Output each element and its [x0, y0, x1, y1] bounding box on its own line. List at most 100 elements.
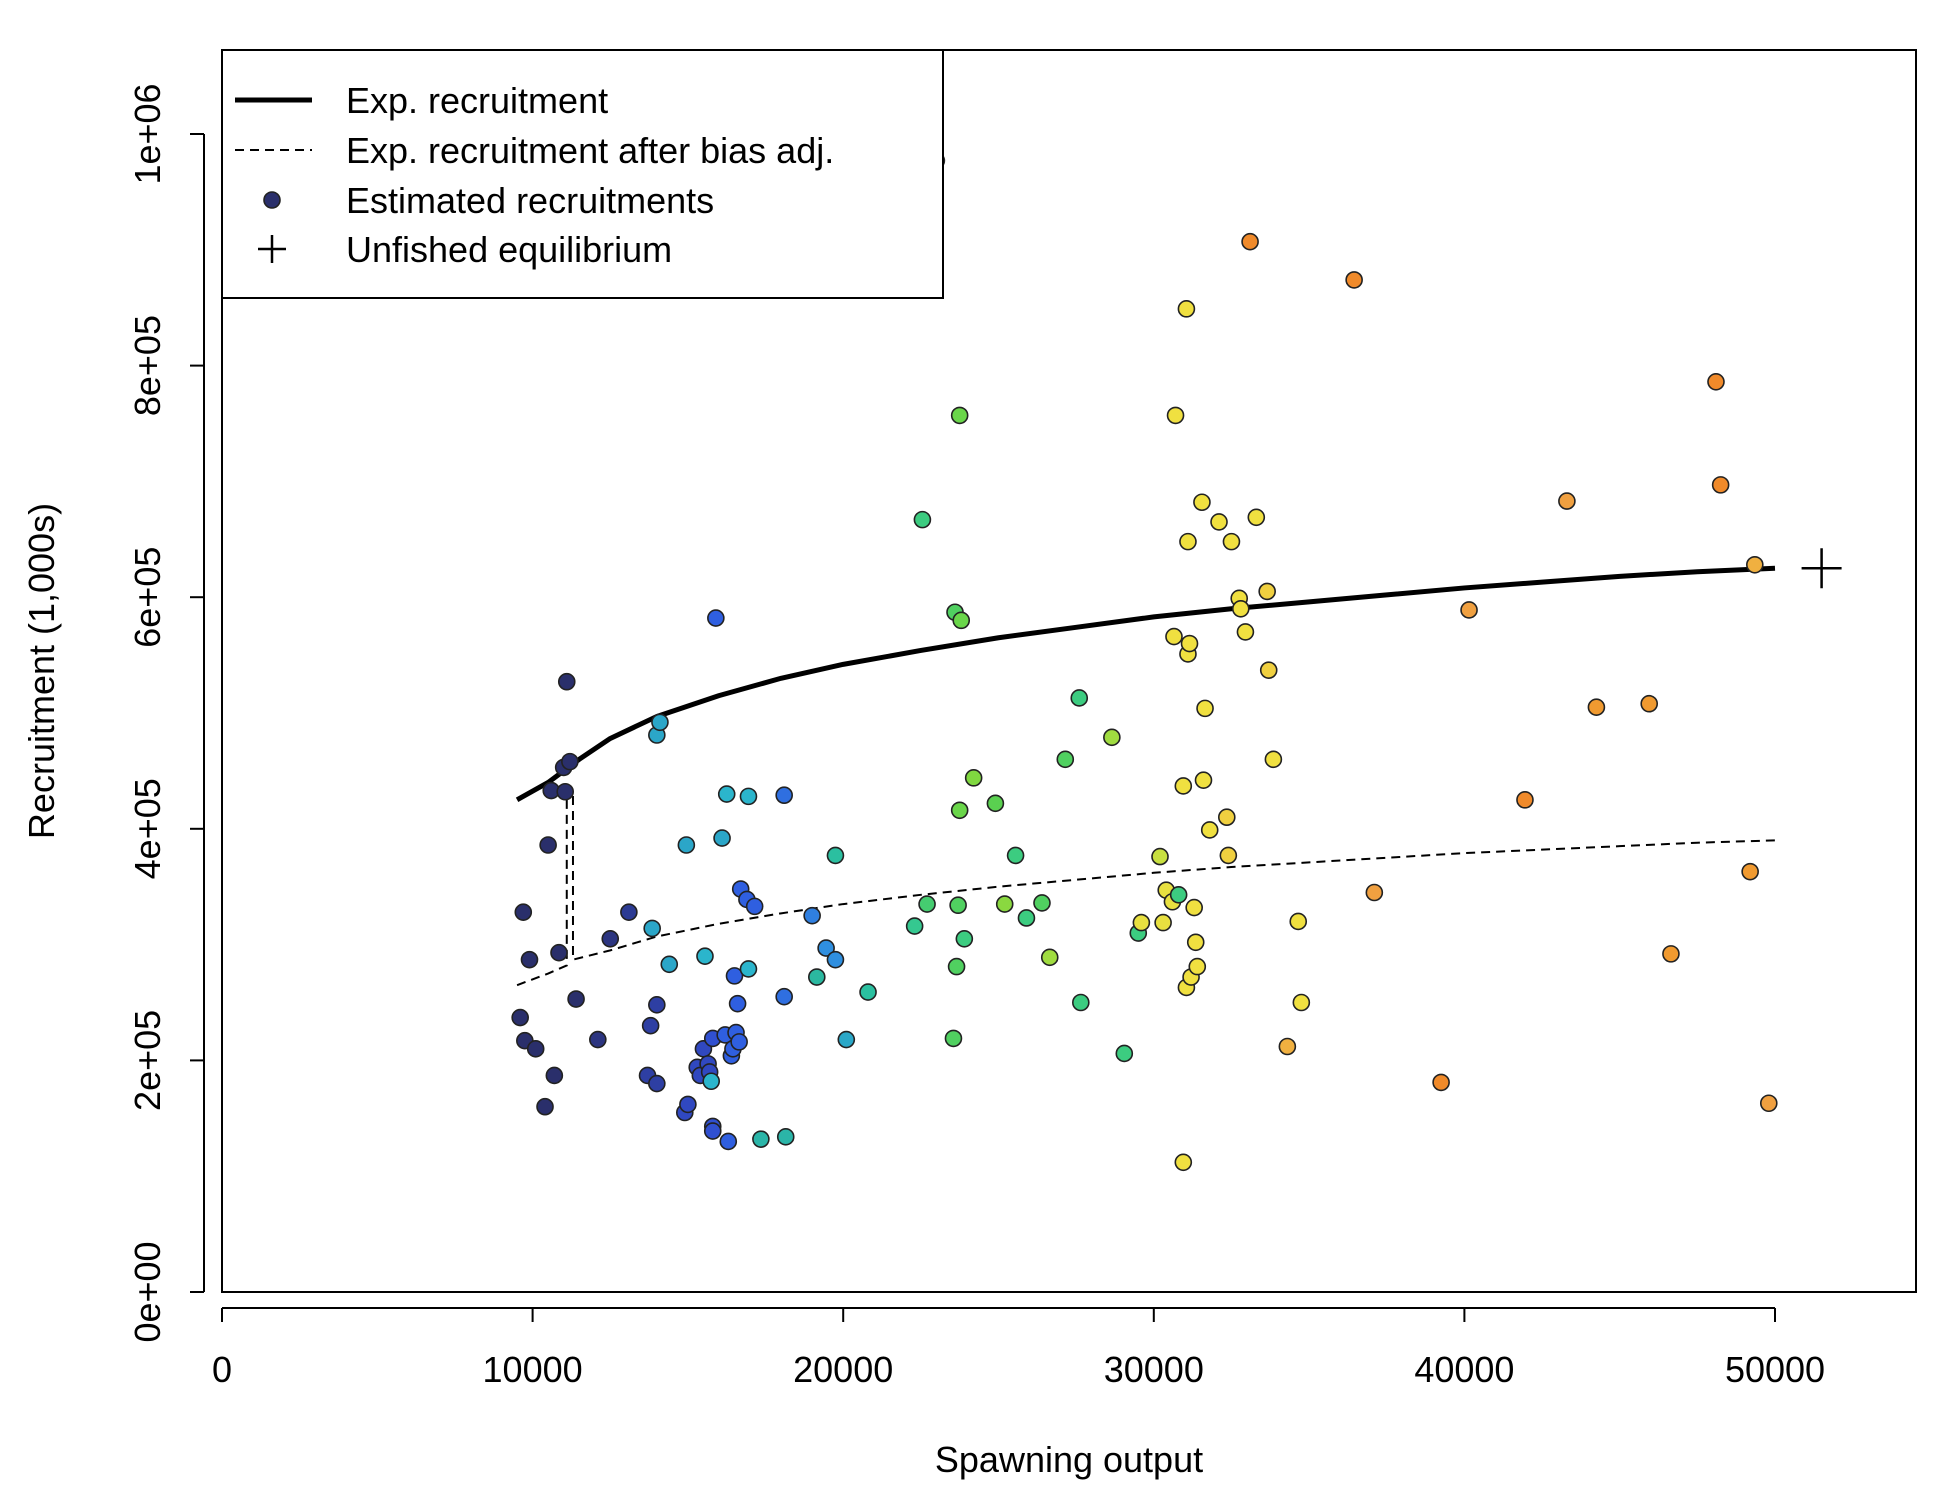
- recruitment-point: [679, 1095, 697, 1114]
- recruitment-point: [986, 794, 1005, 813]
- legend-label: Exp. recruitment: [346, 80, 608, 121]
- recruitment-point: [1180, 634, 1199, 653]
- expected-recruitment-line: [515, 565, 1776, 803]
- legend-label: Exp. recruitment after bias adj.: [346, 130, 834, 171]
- recruitment-point: [1217, 808, 1236, 827]
- recruitment-point: [1017, 909, 1036, 927]
- y-tick-label: 0e+00: [127, 1241, 168, 1342]
- legend-entry: Unfished equilibrium: [258, 229, 672, 270]
- recruitment-point: [1365, 883, 1384, 902]
- legend-label: Unfished equilibrium: [346, 229, 672, 270]
- recruitment-point: [1194, 771, 1213, 789]
- x-tick-label: 10000: [483, 1349, 583, 1390]
- recruitment-point: [1231, 599, 1250, 618]
- x-tick-label: 50000: [1725, 1349, 1825, 1390]
- recruitment-point: [511, 1008, 529, 1027]
- y-tick-label: 1e+06: [127, 83, 168, 184]
- y-tick-label: 6e+05: [127, 547, 168, 648]
- recruitment-point: [536, 1097, 554, 1116]
- recruitment-point: [1516, 791, 1534, 809]
- recruitment-point: [775, 786, 793, 805]
- recruitment-point: [1292, 993, 1311, 1012]
- recruitment-point: [776, 1128, 795, 1146]
- legend-entry: Exp. recruitment: [235, 80, 608, 121]
- recruitment-point: [550, 943, 568, 962]
- recruitment-point: [1174, 777, 1193, 795]
- recruitment-point: [955, 930, 974, 948]
- x-axis-label: Spawning output: [935, 1439, 1203, 1480]
- recruitment-point: [620, 903, 638, 921]
- recruitment-point: [1186, 933, 1205, 952]
- unfished-equilibrium-marker: [1801, 548, 1842, 589]
- recruitment-point: [1460, 601, 1478, 619]
- recruitment-point: [1759, 1094, 1778, 1113]
- recruitment-point: [539, 836, 557, 854]
- recruitment-point: [1662, 945, 1680, 963]
- recruitment-point: [1640, 694, 1659, 713]
- recruitment-point: [1169, 886, 1188, 904]
- recruitment-point: [728, 994, 747, 1013]
- recruitment-point: [1711, 476, 1730, 494]
- recruitment-point: [739, 960, 758, 978]
- recruitment-point: [913, 510, 932, 529]
- legend: Exp. recruitment Exp. recruitment after b…: [221, 49, 944, 299]
- recruitment-point: [641, 1016, 660, 1035]
- recruitment-point: [725, 967, 744, 985]
- recruitment-point: [545, 1066, 564, 1085]
- recruitment-point: [1210, 513, 1228, 531]
- recruitment-point: [1264, 750, 1283, 769]
- recruitment-point: [1222, 532, 1241, 551]
- recruitment-point: [826, 950, 845, 969]
- recruitment-point: [739, 787, 758, 806]
- recruitment-point: [1196, 699, 1214, 718]
- recruitment-point: [1247, 508, 1266, 527]
- recruitment-point: [1165, 627, 1183, 646]
- recruitment-point: [696, 947, 714, 965]
- recruitment-point: [677, 836, 696, 854]
- plot-frame: [221, 49, 1917, 1293]
- recruitment-point: [526, 1040, 545, 1058]
- recruitment-point: [567, 990, 585, 1008]
- recruitment-point: [1219, 846, 1238, 865]
- x-tick-label: 0: [212, 1349, 232, 1390]
- recruitment-point: [995, 895, 1014, 913]
- recruitment-point: [1070, 689, 1089, 707]
- y-tick-label: 8e+05: [127, 315, 168, 416]
- legend-box: [221, 49, 944, 299]
- recruitment-point: [1174, 1153, 1193, 1172]
- recruitment-point: [1188, 957, 1207, 976]
- recruitment-point: [964, 769, 983, 787]
- recruitment-point: [1236, 623, 1255, 641]
- recruitment-point: [1193, 493, 1211, 512]
- recruitment-point: [514, 903, 533, 921]
- recruitment-point: [556, 782, 575, 801]
- recruitment-point: [660, 955, 679, 974]
- recruitment-point: [1072, 993, 1090, 1012]
- recruitment-point: [717, 785, 736, 803]
- recruitment-point: [826, 846, 845, 865]
- recruitment-point: [1185, 898, 1203, 917]
- recruitment-point: [651, 713, 669, 732]
- y-axis-label: Recruitment (1,000s): [21, 503, 62, 839]
- recruitment-point: [1103, 728, 1121, 747]
- recruitment-point: [1040, 948, 1059, 967]
- recruitment-point: [1056, 750, 1075, 769]
- recruitment-point: [648, 1074, 666, 1093]
- recruitment-point: [817, 939, 835, 957]
- recruitment-point: [745, 897, 764, 916]
- recruitment-point: [707, 609, 725, 627]
- recruitment-point: [1177, 300, 1196, 318]
- y-tick-label: 2e+05: [127, 1010, 168, 1111]
- recruitment-point: [601, 930, 620, 948]
- recruitment-point: [1006, 846, 1025, 865]
- recruitment-point: [1132, 913, 1151, 932]
- x-tick-label: 40000: [1414, 1349, 1514, 1390]
- recruitment-point: [1746, 555, 1764, 574]
- x-tick-label: 30000: [1104, 1349, 1204, 1390]
- recruitment-point: [1259, 661, 1278, 679]
- recruitment-point: [1707, 373, 1725, 391]
- recruitment-point: [944, 1029, 963, 1048]
- recruitment-point: [730, 1033, 748, 1051]
- recruitment-point: [589, 1030, 607, 1049]
- recruitment-point: [702, 1072, 720, 1091]
